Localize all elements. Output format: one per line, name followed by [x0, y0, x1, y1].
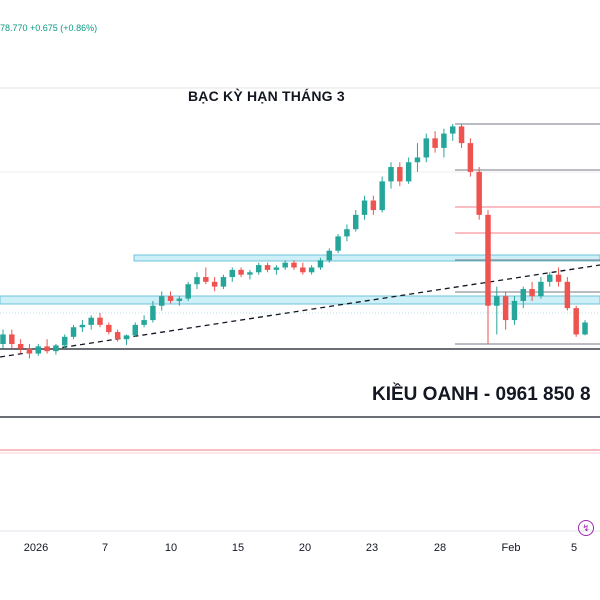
- candle-up[interactable]: [511, 300, 518, 321]
- candle-down[interactable]: [203, 277, 209, 282]
- chart-title: BẠC KỲ HẠN THÁNG 3: [188, 88, 345, 104]
- x-tick-label: 7: [101, 542, 109, 554]
- candle-up[interactable]: [88, 317, 94, 325]
- candle-down[interactable]: [300, 267, 306, 273]
- x-tick-label: 15: [231, 542, 245, 554]
- quote-readout: 78.770 +0.675 (+0.86%): [0, 23, 98, 33]
- candle-down[interactable]: [17, 344, 24, 349]
- candle-down[interactable]: [211, 281, 218, 287]
- x-tick-label: 5: [570, 542, 578, 554]
- candle-up[interactable]: [546, 274, 553, 282]
- candle-up[interactable]: [414, 157, 421, 163]
- candle-down[interactable]: [529, 289, 535, 297]
- candle-up[interactable]: [123, 335, 130, 340]
- candle-up[interactable]: [273, 267, 280, 270]
- candle-up[interactable]: [344, 229, 350, 237]
- candle-up[interactable]: [361, 200, 368, 215]
- candle-up[interactable]: [352, 214, 359, 230]
- candle-down[interactable]: [555, 274, 562, 282]
- candle-up[interactable]: [220, 277, 227, 287]
- candle-up[interactable]: [247, 272, 253, 275]
- candle-up[interactable]: [423, 138, 430, 158]
- x-tick-label: Feb: [501, 542, 521, 554]
- candle-up[interactable]: [388, 167, 394, 182]
- candle-up[interactable]: [229, 269, 236, 278]
- candle-up[interactable]: [141, 320, 147, 325]
- resistance-zone[interactable]: [133, 254, 600, 262]
- candle-down[interactable]: [573, 308, 579, 335]
- candles-group[interactable]: [0, 124, 588, 359]
- candle-down[interactable]: [167, 296, 174, 301]
- candle-down[interactable]: [291, 262, 297, 268]
- support-zone[interactable]: [0, 295, 600, 305]
- candle-up[interactable]: [194, 277, 200, 285]
- candle-up[interactable]: [150, 305, 156, 321]
- candle-down[interactable]: [97, 317, 103, 325]
- candle-up[interactable]: [317, 260, 324, 268]
- candle-down[interactable]: [370, 200, 377, 211]
- candle-down[interactable]: [458, 126, 465, 144]
- candle-up[interactable]: [520, 289, 527, 301]
- tradingview-flash-icon[interactable]: ↯: [578, 520, 594, 536]
- candle-down[interactable]: [467, 143, 474, 172]
- candle-up[interactable]: [185, 284, 191, 299]
- candle-down[interactable]: [502, 296, 509, 321]
- candle-up[interactable]: [282, 262, 288, 268]
- x-tick-label: 2026: [23, 542, 49, 554]
- x-tick-label: 10: [164, 542, 178, 554]
- candle-up[interactable]: [70, 327, 77, 337]
- candle-down[interactable]: [264, 265, 271, 270]
- x-tick-label: 28: [433, 542, 447, 554]
- candle-down[interactable]: [238, 269, 244, 275]
- candle-up[interactable]: [53, 345, 59, 352]
- x-tick-label: 20: [298, 542, 312, 554]
- candle-up[interactable]: [582, 322, 588, 335]
- candle-up[interactable]: [79, 324, 86, 328]
- candle-up[interactable]: [494, 296, 500, 306]
- watermark-text: KIỀU OANH - 0961 850 8: [372, 384, 591, 405]
- candle-up[interactable]: [538, 281, 544, 297]
- candle-down[interactable]: [106, 324, 112, 333]
- candle-up[interactable]: [308, 267, 315, 273]
- candle-up[interactable]: [35, 346, 42, 354]
- candle-down[interactable]: [44, 346, 50, 352]
- candle-up[interactable]: [176, 298, 183, 301]
- candle-down[interactable]: [114, 332, 121, 340]
- candle-up[interactable]: [441, 133, 447, 148]
- candle-up[interactable]: [61, 336, 68, 346]
- candle-up[interactable]: [158, 296, 165, 306]
- x-tick-label: 23: [365, 542, 379, 554]
- candle-down[interactable]: [26, 348, 33, 354]
- candle-down[interactable]: [476, 171, 482, 215]
- candle-up[interactable]: [255, 265, 262, 273]
- candle-up[interactable]: [405, 162, 412, 182]
- candle-down[interactable]: [397, 167, 403, 182]
- candle-up[interactable]: [449, 126, 456, 134]
- candle-up[interactable]: [326, 250, 333, 261]
- candle-down[interactable]: [9, 334, 15, 344]
- candle-up[interactable]: [0, 334, 6, 344]
- dashed-trendline[interactable]: [0, 264, 600, 358]
- candle-up[interactable]: [335, 236, 341, 251]
- candle-down[interactable]: [432, 138, 438, 148]
- candle-down[interactable]: [564, 281, 571, 309]
- candle-up[interactable]: [132, 324, 139, 336]
- candle-up[interactable]: [379, 181, 385, 211]
- candle-down[interactable]: [485, 214, 491, 306]
